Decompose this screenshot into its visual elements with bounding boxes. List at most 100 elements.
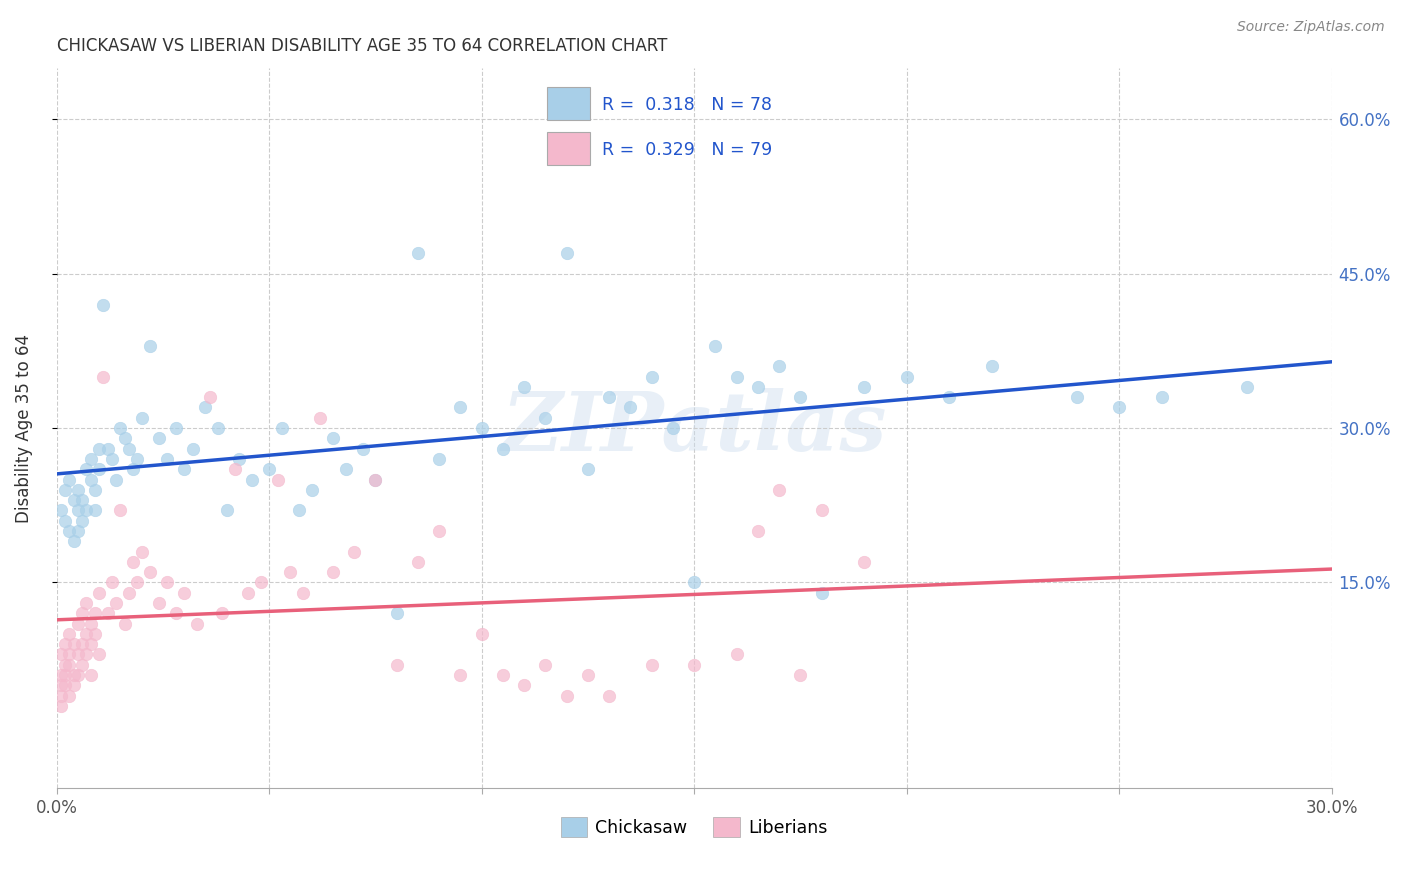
Point <box>980 359 1002 374</box>
Point <box>301 483 323 497</box>
Point <box>58 473 80 487</box>
Point <box>53 657 76 672</box>
Point <box>127 575 149 590</box>
Point <box>53 668 76 682</box>
Point <box>87 585 110 599</box>
Point <box>640 657 662 672</box>
Point <box>97 442 120 456</box>
Point <box>70 514 93 528</box>
Point <box>1108 401 1130 415</box>
Point <box>118 442 141 456</box>
Point <box>75 503 97 517</box>
Point <box>598 689 620 703</box>
Point <box>101 575 124 590</box>
Point <box>110 503 132 517</box>
Point <box>62 678 84 692</box>
Point <box>58 524 80 538</box>
Point <box>598 390 620 404</box>
Point <box>105 473 128 487</box>
Point <box>640 369 662 384</box>
Text: R =  0.318   N = 78: R = 0.318 N = 78 <box>602 95 772 113</box>
Text: CHICKASAW VS LIBERIAN DISABILITY AGE 35 TO 64 CORRELATION CHART: CHICKASAW VS LIBERIAN DISABILITY AGE 35 … <box>56 37 666 55</box>
Point <box>83 627 105 641</box>
Point <box>810 585 832 599</box>
Point <box>114 431 136 445</box>
Point <box>70 493 93 508</box>
Point <box>118 585 141 599</box>
Point <box>288 503 311 517</box>
Point <box>87 462 110 476</box>
Point <box>270 421 292 435</box>
Point <box>79 452 101 467</box>
Point <box>148 596 170 610</box>
Point <box>62 637 84 651</box>
Point <box>66 524 89 538</box>
Point <box>683 575 706 590</box>
Point <box>335 462 357 476</box>
Point <box>58 627 80 641</box>
Point <box>49 678 72 692</box>
FancyBboxPatch shape <box>547 87 591 120</box>
Point <box>534 657 557 672</box>
Point <box>49 668 72 682</box>
Point <box>79 473 101 487</box>
Point <box>534 410 557 425</box>
Point <box>79 668 101 682</box>
Point <box>49 648 72 662</box>
Point <box>492 668 515 682</box>
Point <box>513 380 536 394</box>
Point <box>53 637 76 651</box>
Point <box>385 657 408 672</box>
Point <box>207 421 229 435</box>
Point <box>427 524 450 538</box>
Point <box>513 678 536 692</box>
Point <box>58 648 80 662</box>
Point <box>224 462 246 476</box>
Point <box>211 607 233 621</box>
Point <box>97 607 120 621</box>
Point <box>75 648 97 662</box>
Point <box>576 462 599 476</box>
Point <box>127 452 149 467</box>
Point <box>427 452 450 467</box>
Point <box>62 493 84 508</box>
Point <box>768 359 790 374</box>
Point <box>747 524 769 538</box>
Point <box>789 390 811 404</box>
Point <box>122 462 145 476</box>
Point <box>131 544 153 558</box>
Point <box>62 668 84 682</box>
Point <box>853 555 876 569</box>
Point <box>471 627 494 641</box>
Point <box>58 657 80 672</box>
Point <box>66 483 89 497</box>
Point <box>101 452 124 467</box>
Point <box>406 246 429 260</box>
Point <box>83 503 105 517</box>
Point <box>240 473 263 487</box>
Point <box>148 431 170 445</box>
Point <box>406 555 429 569</box>
Point <box>75 462 97 476</box>
Legend: Chickasaw, Liberians: Chickasaw, Liberians <box>554 811 835 845</box>
Point <box>165 607 187 621</box>
Point <box>576 668 599 682</box>
Point <box>139 565 162 579</box>
Y-axis label: Disability Age 35 to 64: Disability Age 35 to 64 <box>15 334 32 523</box>
Point <box>471 421 494 435</box>
Point <box>938 390 960 404</box>
Point <box>896 369 918 384</box>
Point <box>194 401 217 415</box>
Point <box>555 689 578 703</box>
Point <box>70 657 93 672</box>
Point <box>309 410 332 425</box>
Point <box>79 637 101 651</box>
Point <box>236 585 259 599</box>
Point <box>66 668 89 682</box>
Point <box>555 246 578 260</box>
Point <box>87 442 110 456</box>
Point <box>853 380 876 394</box>
Point <box>280 565 302 579</box>
Point <box>725 648 748 662</box>
Point <box>79 616 101 631</box>
